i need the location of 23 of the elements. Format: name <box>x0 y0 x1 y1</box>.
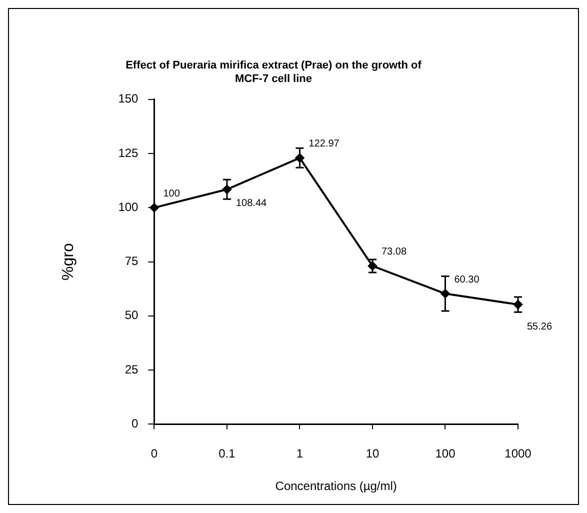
y-tick-label: 75 <box>124 254 139 268</box>
x-tick-label: 1000 <box>504 446 532 461</box>
y-tick-label: 25 <box>124 362 139 376</box>
x-tick-label: 100 <box>435 446 456 461</box>
data-label: 55.26 <box>527 321 552 332</box>
data-label: 73.08 <box>381 246 407 258</box>
y-tick-label: 100 <box>118 200 139 214</box>
data-label: 100 <box>163 188 180 200</box>
y-tick-label: 50 <box>124 308 139 322</box>
text: MCF-7 cell line <box>234 72 312 85</box>
x-axis-title: Concentrations (µg/ml) <box>275 479 397 494</box>
y-tick-label: 125 <box>118 146 139 160</box>
x-tick-label: 1 <box>296 446 304 461</box>
text: Effect of Pueraria mirifica extract (Prae) on the growth of <box>126 60 422 72</box>
x-tick-label: 10 <box>366 446 380 461</box>
y-tick-label: 150 <box>118 92 139 106</box>
y-axis-title: %gro <box>60 243 78 280</box>
y-tick-label: 0 <box>132 416 139 431</box>
data-label: 60.30 <box>454 274 480 286</box>
data-label: 108.44 <box>236 198 267 210</box>
x-tick-label: 0.1 <box>218 446 236 461</box>
data-label: 122.97 <box>308 138 340 150</box>
x-tick-label: 0 <box>150 446 158 461</box>
